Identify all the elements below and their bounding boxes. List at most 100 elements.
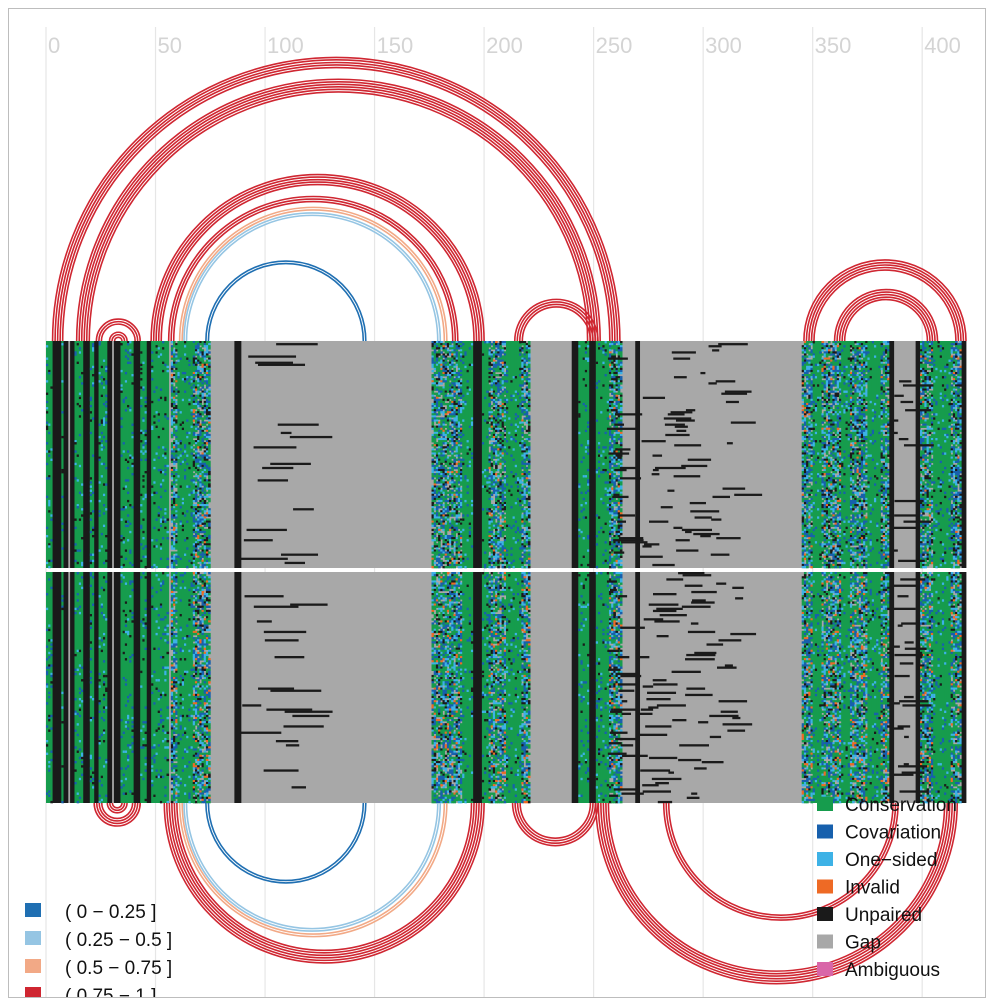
alignment-cell xyxy=(192,388,196,391)
alignment-cell xyxy=(208,402,211,406)
alignment-cell xyxy=(442,450,446,453)
alignment-cell xyxy=(175,409,178,412)
alignment-cell xyxy=(608,442,612,445)
alignment-cell xyxy=(199,489,202,492)
alignment-cell xyxy=(442,526,446,530)
alignment-cell xyxy=(159,396,163,400)
alignment-cell xyxy=(144,400,148,404)
alignment-cell xyxy=(208,425,211,428)
alignment-cell xyxy=(173,353,176,356)
alignment-cell xyxy=(208,343,211,346)
alignment-cell xyxy=(208,378,211,381)
alignment-cell xyxy=(442,547,446,550)
alignment-cell xyxy=(442,524,446,528)
alignment-cell xyxy=(92,384,95,387)
alignment-cell xyxy=(431,462,435,466)
alignment-cell xyxy=(431,448,435,451)
alignment-cell xyxy=(521,423,524,426)
alignment-cell xyxy=(440,473,443,476)
alignment-cell xyxy=(205,394,209,398)
alignment-cell xyxy=(162,347,165,350)
alignment-cell xyxy=(194,404,198,408)
alignment-cell xyxy=(199,559,202,563)
alignment-cell xyxy=(492,518,496,521)
alignment-cell xyxy=(175,446,178,449)
alignment-cell xyxy=(105,559,108,563)
alignment-cell xyxy=(186,520,189,523)
alignment-cell xyxy=(197,508,200,511)
alignment-cell xyxy=(173,413,176,416)
alignment-cell xyxy=(78,404,82,408)
alignment-cell xyxy=(205,376,209,379)
alignment-cell xyxy=(446,547,450,550)
alignment-cell xyxy=(92,510,95,513)
alignment-cell xyxy=(203,409,207,412)
alignment-cell xyxy=(440,504,443,507)
alignment-cell xyxy=(170,537,174,540)
alignment-cell xyxy=(194,559,198,563)
alignment-cell xyxy=(197,462,200,466)
alignment-cell xyxy=(527,526,531,530)
alignment-cell xyxy=(199,504,202,507)
unpaired-column xyxy=(56,341,60,568)
alignment-cell xyxy=(203,520,207,523)
alignment-cell xyxy=(192,353,196,356)
alignment-cell xyxy=(438,371,441,375)
alignment-cell xyxy=(124,458,128,461)
alignment-cell xyxy=(192,464,196,468)
alignment-cell xyxy=(523,549,527,552)
alignment-cell xyxy=(173,520,176,523)
alignment-cell xyxy=(173,516,176,519)
alignment-cell xyxy=(194,504,198,507)
unpaired-column xyxy=(234,341,237,568)
alignment-cell xyxy=(449,458,452,461)
alignment-cell xyxy=(438,506,441,509)
alignment-cell xyxy=(433,534,437,538)
alignment-cell xyxy=(105,415,108,418)
alignment-cell xyxy=(192,518,196,521)
alignment-cell xyxy=(208,483,211,486)
alignment-cell xyxy=(438,481,441,484)
alignment-cell xyxy=(442,349,446,352)
alignment-cell xyxy=(442,491,446,495)
alignment-cell xyxy=(205,427,209,431)
alignment-cell xyxy=(205,537,209,540)
alignment-cell xyxy=(173,543,176,546)
alignment-cell xyxy=(431,440,435,443)
alignment-cell xyxy=(197,504,200,507)
alignment-cell xyxy=(619,371,623,375)
alignment-cell xyxy=(197,423,200,426)
alignment-cell xyxy=(194,429,198,433)
alignment-cell xyxy=(102,359,106,362)
alignment-cell xyxy=(140,543,143,546)
alignment-cell xyxy=(197,456,200,459)
alignment-cell xyxy=(431,411,435,414)
alignment-cell xyxy=(199,351,202,354)
alignment-cell xyxy=(433,359,437,362)
alignment-cell xyxy=(102,419,106,422)
alignment-cell xyxy=(175,421,178,424)
alignment-cell xyxy=(197,491,200,495)
alignment-cell xyxy=(199,429,202,433)
alignment-cell xyxy=(442,464,446,468)
alignment-cell xyxy=(164,415,167,418)
alignment-cell xyxy=(208,534,211,538)
alignment-cell xyxy=(495,392,498,395)
alignment-cell xyxy=(76,479,80,482)
alignment-cell xyxy=(451,437,454,441)
alignment-cell xyxy=(435,386,439,389)
alignment-cell xyxy=(611,388,614,391)
alignment-cell xyxy=(613,522,616,525)
alignment-cell xyxy=(157,446,161,449)
alignment-cell xyxy=(153,481,156,484)
alignment-cell xyxy=(440,409,443,412)
alignment-cell xyxy=(78,396,82,400)
alignment-cell xyxy=(184,353,187,356)
alignment-cell xyxy=(61,528,64,532)
alignment-cell xyxy=(192,411,196,414)
alignment-cell xyxy=(208,543,211,546)
alignment-cell xyxy=(442,485,446,488)
alignment-cell xyxy=(201,497,205,501)
alignment-cell xyxy=(608,351,612,354)
alignment-cell xyxy=(442,374,446,377)
